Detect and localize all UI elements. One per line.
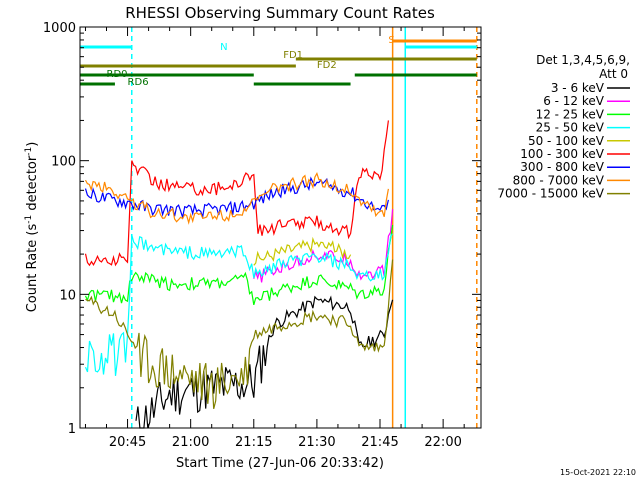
flag-label-fd1: FD1 — [283, 50, 303, 61]
series-line-800-7000-kev — [84, 172, 389, 225]
flag-label-n: N — [220, 42, 227, 53]
y-axis-label: Count Rate (s-1 detector-1) — [24, 142, 40, 313]
y-tick-label: 1 — [68, 422, 76, 437]
flag-label-rd0: RD0 — [107, 69, 128, 80]
legend-label-100-300-kev: 100 - 300 keV — [520, 147, 604, 161]
x-tick-label: 21:30 — [298, 435, 335, 450]
legend-label-6-12-kev: 6 - 12 keV — [543, 94, 605, 108]
chart-title: RHESSI Observing Summary Count Rates — [125, 4, 435, 22]
generation-timestamp: 15-Oct-2021 22:10 — [560, 468, 636, 477]
flag-label-fd2: FD2 — [317, 60, 337, 71]
flag-label-s: S — [388, 35, 394, 46]
x-tick-label: 21:15 — [235, 435, 272, 450]
legend-header-line-1: Det 1,3,4,5,6,9, — [536, 53, 630, 67]
series-line-50-100-kev — [253, 236, 352, 266]
series-line-100-300-kev — [84, 120, 389, 267]
x-axis-ticks: 20:45 21:00 21:15 21:30 21:45 22:00 — [84, 27, 465, 450]
legend-label-25-50-kev: 25 - 50 keV — [536, 121, 605, 135]
flag-label-rd6: RD6 — [128, 77, 149, 88]
legend-label-7000-15000-kev: 7000 - 15000 keV — [497, 187, 604, 201]
y-tick-label: 10 — [59, 288, 76, 303]
y-tick-label: 1000 — [43, 21, 76, 36]
y-tick-label: 100 — [51, 155, 76, 170]
series-layer — [84, 120, 394, 429]
legend-label-3-6-kev: 3 - 6 keV — [551, 81, 605, 95]
series-line-7000-15000-kev — [85, 259, 394, 410]
vertical-markers — [131, 27, 478, 428]
legend-header-line-2: Att 0 — [599, 67, 628, 81]
series-line-25-50-kev — [84, 233, 394, 376]
legend-label-300-800-kev: 300 - 800 keV — [520, 160, 604, 174]
legend-label-50-100-kev: 50 - 100 keV — [528, 134, 605, 148]
y-axis-ticks: 1 10 100 1000 — [43, 21, 481, 437]
x-tick-label: 22:00 — [424, 435, 461, 450]
plot-frame — [79, 26, 482, 429]
series-line-3-6-kev — [135, 295, 394, 429]
x-axis-label: Start Time (27-Jun-06 20:33:42) — [176, 456, 384, 471]
legend-label-800-7000-kev: 800 - 7000 keV — [513, 173, 605, 187]
x-tick-label: 21:00 — [172, 435, 209, 450]
series-line-12-25-kev — [84, 224, 394, 306]
x-tick-label: 20:45 — [109, 435, 146, 450]
legend-label-12-25-kev: 12 - 25 keV — [536, 107, 605, 121]
x-tick-label: 21:45 — [361, 435, 398, 450]
series-line-6-12-kev — [253, 209, 394, 283]
